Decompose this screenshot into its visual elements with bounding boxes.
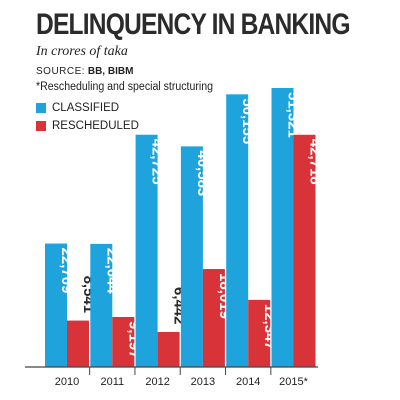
data-label-classified-2013: 40,583 <box>194 150 211 196</box>
x-tick-label-2011: 2011 <box>100 376 124 388</box>
bar-classified-2010 <box>45 243 67 367</box>
bar-classified-2012 <box>135 134 158 367</box>
legend-item-rescheduled: RESCHEDULED <box>36 117 139 135</box>
source-value: BB, BIBM <box>87 66 134 77</box>
bar-classified-2015 <box>271 88 294 367</box>
legend-item-classified: CLASSIFIED <box>36 99 139 117</box>
data-label-classified-2012: 42,725 <box>149 139 166 185</box>
bar-classified-2014 <box>226 94 249 367</box>
legend-label-classified: CLASSIFIED <box>52 102 120 114</box>
x-tick-label-2014: 2014 <box>236 376 260 388</box>
source-line: SOURCE: BB, BIBM <box>36 66 133 77</box>
bar-classified-2013 <box>180 146 203 367</box>
x-tick-label-2013: 2013 <box>191 376 215 388</box>
footnote: *Rescheduling and special structuring <box>36 81 214 93</box>
bar-rescheduled-2010 <box>67 320 89 367</box>
legend-label-rescheduled: RESCHEDULED <box>52 120 139 132</box>
x-tick-label-2015: 2015* <box>279 376 308 388</box>
bar-rescheduled-2013 <box>202 269 225 367</box>
bar-classified-2011 <box>90 243 113 367</box>
chart-subtitle: In crores of taka <box>36 44 128 59</box>
x-tick-label-2012: 2012 <box>145 376 169 388</box>
bar-rescheduled-2015 <box>293 134 316 367</box>
data-label-classified-2011: 22,644 <box>103 248 120 295</box>
bar-rescheduled-2012 <box>157 331 180 367</box>
legend-swatch-rescheduled <box>36 121 46 131</box>
data-label-classified-2014: 50,155 <box>239 98 256 144</box>
bar-rescheduled-2014 <box>248 299 271 367</box>
legend: CLASSIFIED RESCHEDULED <box>36 99 139 135</box>
legend-swatch-classified <box>36 103 46 113</box>
x-tick-label-2010: 2010 <box>55 376 79 388</box>
data-label-rescheduled-2015: 42,718 <box>307 139 324 185</box>
bar-rescheduled-2011 <box>112 317 135 367</box>
data-label-classified-2010: 22,709 <box>58 248 75 294</box>
data-label-classified-2015: 51,321 <box>285 92 302 138</box>
chart-title: DELINQUENCY IN BANKING <box>36 8 350 41</box>
source-label: SOURCE: <box>36 66 86 77</box>
